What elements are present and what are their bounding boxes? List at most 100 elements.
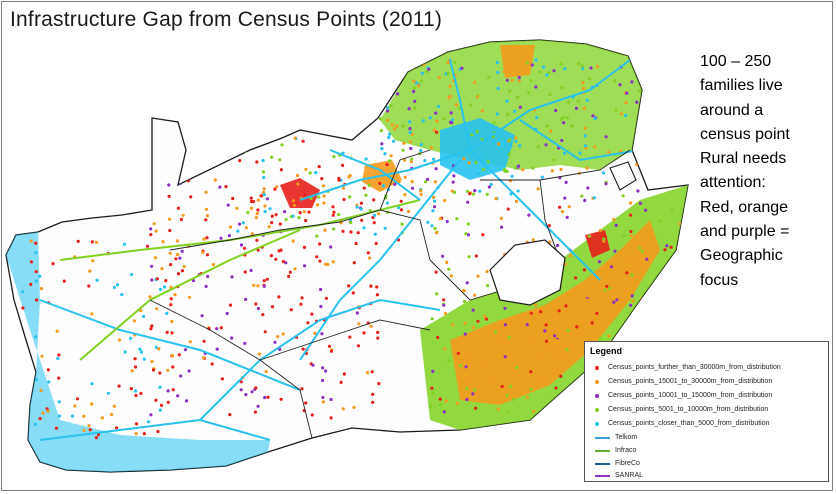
census-point <box>174 257 178 261</box>
limpopo-orange-cluster <box>500 45 535 78</box>
census-point <box>265 277 269 281</box>
census-point <box>348 335 352 339</box>
census-point <box>352 261 356 265</box>
census-point <box>451 323 455 327</box>
census-point <box>146 420 150 424</box>
census-point <box>158 287 163 291</box>
census-point <box>424 180 428 184</box>
census-point <box>25 371 29 376</box>
census-point <box>412 89 416 94</box>
census-point <box>430 386 434 390</box>
census-point <box>35 298 39 302</box>
census-point <box>265 197 269 201</box>
census-point <box>453 190 457 194</box>
census-point <box>219 236 223 240</box>
census-point <box>443 198 447 203</box>
census-point <box>274 185 279 189</box>
census-point <box>506 207 510 211</box>
census-point <box>320 378 325 383</box>
kzn-red-cluster <box>585 230 610 258</box>
census-point <box>34 335 38 339</box>
census-point <box>227 234 231 238</box>
census-point <box>443 311 448 316</box>
census-point <box>529 311 533 315</box>
census-point <box>304 218 308 223</box>
census-point <box>578 151 582 155</box>
census-point <box>279 397 283 401</box>
census-point <box>388 85 392 89</box>
census-point <box>375 285 379 289</box>
census-point <box>602 239 606 243</box>
census-point <box>552 69 556 73</box>
census-point <box>507 335 511 340</box>
census-point <box>130 272 134 277</box>
census-point <box>256 198 260 202</box>
census-point <box>589 66 593 70</box>
census-point <box>153 256 158 260</box>
census-point <box>205 236 209 240</box>
census-point <box>309 196 313 201</box>
census-point <box>204 207 208 211</box>
census-point <box>149 233 153 237</box>
census-point <box>408 140 413 144</box>
census-point <box>432 157 436 161</box>
census-point <box>256 208 260 212</box>
census-point <box>128 336 133 340</box>
census-point <box>134 432 138 436</box>
census-point <box>248 142 252 146</box>
census-point <box>559 117 563 121</box>
census-point <box>23 366 27 370</box>
census-point <box>239 388 243 392</box>
census-point <box>259 194 263 198</box>
census-point <box>167 194 171 198</box>
census-point <box>255 212 259 216</box>
census-point <box>511 397 516 402</box>
census-point <box>471 192 475 196</box>
legend-item-over-30km: Census_points_further_than_30000m_from_d… <box>595 362 781 373</box>
callout-line: around a <box>700 101 764 119</box>
census-point <box>246 210 250 215</box>
census-point <box>362 226 366 230</box>
census-point <box>449 111 453 115</box>
census-point <box>73 404 77 408</box>
census-point <box>288 270 292 274</box>
fibre-route <box>329 149 421 201</box>
census-point <box>638 89 642 93</box>
census-point <box>244 297 248 301</box>
census-point <box>625 271 629 275</box>
census-point <box>100 416 104 420</box>
census-point <box>391 139 396 143</box>
census-point <box>403 175 407 179</box>
census-point <box>169 263 173 267</box>
census-point <box>204 218 208 222</box>
census-point <box>430 224 434 228</box>
census-point <box>604 182 608 186</box>
census-point <box>431 369 435 373</box>
legend-label: Infraco <box>615 447 637 454</box>
census-point <box>508 138 512 142</box>
census-point <box>402 141 406 145</box>
census-point <box>499 216 503 221</box>
census-point <box>386 118 390 122</box>
census-point <box>310 413 314 417</box>
census-point <box>582 86 586 91</box>
census-point <box>410 157 414 161</box>
census-point <box>408 127 412 131</box>
census-point <box>412 79 416 83</box>
census-point <box>57 376 61 380</box>
census-point <box>431 209 435 213</box>
census-point <box>429 404 433 408</box>
fibreco-line-icon <box>595 462 610 465</box>
census-point <box>612 218 616 222</box>
census-point <box>347 175 351 179</box>
census-point <box>366 178 371 182</box>
census-point <box>38 274 42 278</box>
legend-label: Census_points_closer_than_5000_from_dist… <box>608 420 770 427</box>
callout-line: focus <box>700 271 739 289</box>
census-point <box>464 354 468 358</box>
census-point <box>493 378 497 382</box>
census-point <box>142 432 146 436</box>
census-point <box>166 368 170 372</box>
legend-item-sanral: SANRAL <box>595 470 643 481</box>
census-point <box>509 144 513 148</box>
